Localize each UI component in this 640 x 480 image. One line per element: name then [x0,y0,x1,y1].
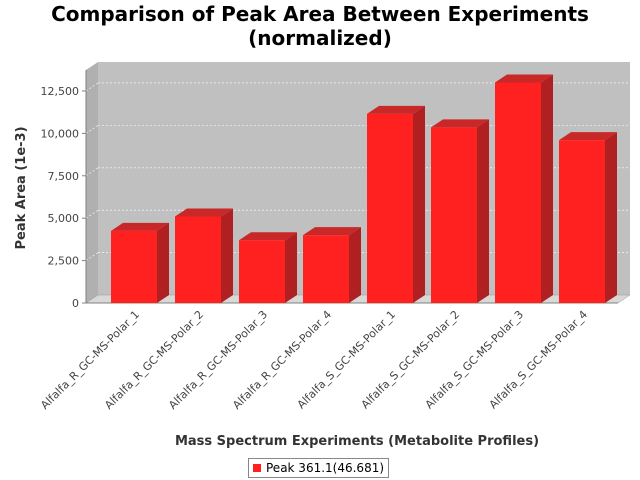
bar-top [495,74,553,83]
legend: Peak 361.1(46.681) [248,458,390,478]
bar-side [157,222,169,303]
y-tick-label: 2,500 [48,255,80,268]
y-tick-label: 7,500 [48,170,80,183]
y-tick-label: 5,000 [48,212,80,225]
bar-side [541,74,553,304]
bar-front [431,127,477,303]
bar-top [175,208,233,217]
chart-title: Comparison of Peak Area Between Experime… [0,2,640,50]
y-tick-label: 12,500 [41,85,80,98]
bar-top [367,105,425,114]
bar-side [349,227,361,303]
bar-side [285,232,297,303]
bar-front [175,216,221,303]
gridline-side [85,167,99,177]
bar-top [303,227,361,236]
bar [175,208,233,303]
gridline-side [85,252,99,261]
bar [495,74,553,304]
y-axis-label: Peak Area (1e-3) [14,126,29,249]
bar-top [111,222,169,231]
bar-side [477,119,489,303]
gridline-side [85,82,99,92]
bar [303,227,361,303]
bar [367,105,425,303]
y-tick-labels: 0 2,500 5,000 7,500 10,000 12,500 [41,85,86,310]
gridline-side [85,209,99,219]
chart-title-line-1: Comparison of Peak Area Between Experime… [51,2,589,26]
bar-side [221,208,233,303]
bars [111,74,617,304]
bar-top [239,232,297,241]
x-tick-labels: Alfalfa_R_GC-MS-Polar_1Alfalfa_R_GC-MS-P… [38,308,590,412]
bar [559,132,617,303]
bar-front [111,230,157,303]
bar-front [303,235,349,303]
y-tick-label: 0 [72,297,79,310]
plot-left-wall [86,62,98,303]
bar-front [367,113,413,303]
bar-front [559,140,605,303]
x-axis-label: Mass Spectrum Experiments (Metabolite Pr… [175,434,539,449]
bar [239,232,297,303]
chart-title-line-2: (normalized) [248,26,392,50]
bar-front [495,82,541,304]
bar [111,222,169,303]
y-tick-label: 10,000 [41,127,80,140]
bar [431,119,489,303]
bar-front [239,240,285,303]
bar-top [559,132,617,141]
gridline-side [85,125,99,134]
legend-label: Peak 361.1(46.681) [266,461,385,475]
bar-side [605,132,617,303]
legend-swatch [253,464,261,472]
bar-side [413,105,425,303]
bar-top [431,119,489,128]
